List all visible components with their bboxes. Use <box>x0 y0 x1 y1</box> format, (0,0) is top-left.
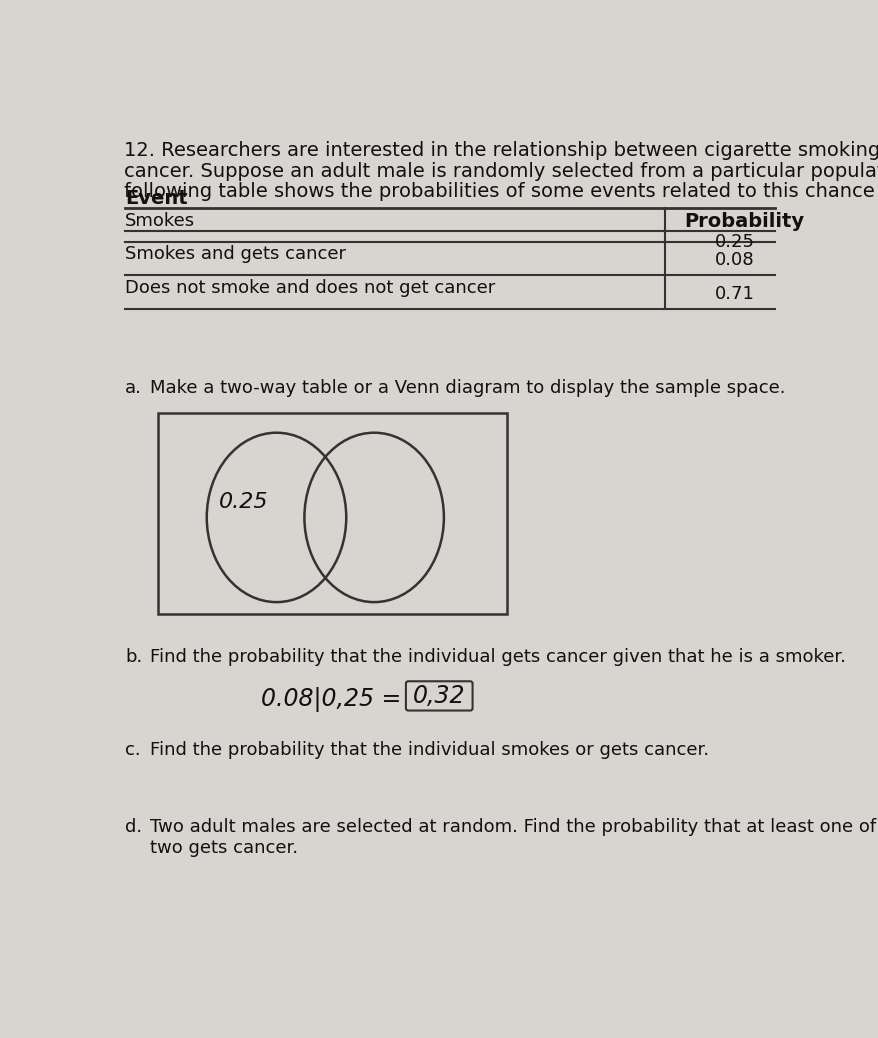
Text: 0,32: 0,32 <box>413 684 465 708</box>
Text: following table shows the probabilities of some events related to this chance pr: following table shows the probabilities … <box>124 182 878 200</box>
Text: 0.08|0,25 =: 0.08|0,25 = <box>261 687 400 712</box>
Text: c.: c. <box>126 740 140 759</box>
Text: a.: a. <box>126 379 142 397</box>
Text: 0.25: 0.25 <box>715 234 754 251</box>
Text: 12. Researchers are interested in the relationship between cigarette smoking and: 12. Researchers are interested in the re… <box>124 141 878 161</box>
Bar <box>158 413 506 613</box>
Text: b.: b. <box>126 648 142 666</box>
Text: two gets cancer.: two gets cancer. <box>150 839 298 857</box>
Text: cancer. Suppose an adult male is randomly selected from a particular population.: cancer. Suppose an adult male is randoml… <box>124 162 878 181</box>
Text: Smokes and gets cancer: Smokes and gets cancer <box>126 245 346 264</box>
Text: Find the probability that the individual gets cancer given that he is a smoker.: Find the probability that the individual… <box>150 648 846 666</box>
Text: Find the probability that the individual smokes or gets cancer.: Find the probability that the individual… <box>150 740 709 759</box>
Text: 0.71: 0.71 <box>715 284 754 303</box>
Text: Two adult males are selected at random. Find the probability that at least one o: Two adult males are selected at random. … <box>150 818 878 836</box>
Text: Smokes: Smokes <box>126 212 195 229</box>
Text: 0.25: 0.25 <box>219 492 269 512</box>
Text: Probability: Probability <box>683 212 803 230</box>
Text: Does not smoke and does not get cancer: Does not smoke and does not get cancer <box>126 279 495 297</box>
Text: 0.08: 0.08 <box>715 251 754 269</box>
Text: Make a two-way table or a Venn diagram to display the sample space.: Make a two-way table or a Venn diagram t… <box>150 379 785 397</box>
Text: Event: Event <box>126 189 188 208</box>
Text: d.: d. <box>126 818 142 836</box>
